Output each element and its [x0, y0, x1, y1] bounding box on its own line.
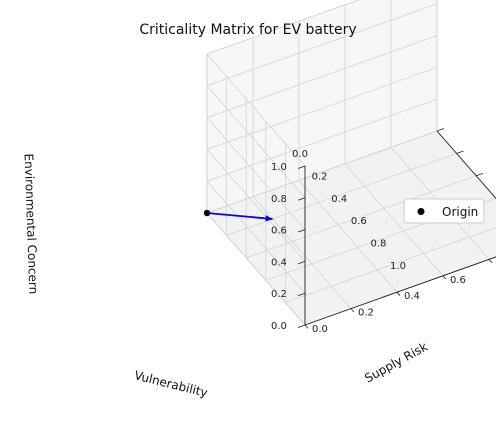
x-tick-label: 0.0: [292, 149, 308, 160]
y-tick-mark: [396, 291, 401, 296]
z-tick-label: 0.8: [271, 194, 287, 205]
legend-label-origin: Origin: [442, 205, 478, 219]
y-axis-line: [304, 256, 496, 326]
gridline-left-z: [206, 149, 306, 262]
z-tick-label: 0.2: [271, 289, 287, 300]
legend-box: [403, 198, 485, 224]
gridline-left-z: [206, 212, 306, 326]
z-tick-mark: [297, 261, 306, 265]
gridline-left-z: [206, 117, 306, 230]
y-tick-label: 0.2: [358, 308, 374, 319]
legend-marker-dot: [417, 208, 425, 215]
gridline-left-z: [206, 180, 306, 294]
z-tick-label: 0.4: [271, 257, 287, 268]
z-ticks: 0.0 0.2 0.4 0.6 0.8 1.0: [271, 162, 306, 332]
gridline-back-z: [206, 0, 360, 55]
gridline-left-z: [206, 85, 306, 199]
data-point-origin: [203, 209, 211, 217]
z-tick-mark: [297, 292, 306, 297]
z-tick-label: 1.0: [271, 162, 287, 173]
y-axis-label: Supply Risk: [362, 339, 430, 385]
y-tick-mark: [442, 275, 447, 280]
z-tick-mark: [297, 229, 306, 233]
gridline-back-z: [206, 130, 438, 214]
x-tick-mark: [456, 150, 464, 154]
z-tick-mark: [297, 165, 306, 169]
data-marks: [203, 209, 273, 222]
gridline-floor-x: [285, 227, 496, 303]
z-tick-label: 0.6: [271, 226, 287, 237]
gridlines: [206, 0, 496, 326]
z-axis-label: Environmental Concern: [22, 153, 41, 294]
x-tick-label: 0.8: [370, 239, 386, 250]
gridline-left-z: [206, 53, 306, 167]
gridline-back-z: [206, 35, 438, 118]
vector-line: [206, 212, 273, 220]
vector-arrowhead: [265, 215, 273, 222]
y-ticks: 0.00.20.40.60.81.0: [304, 259, 493, 335]
gridline-floor-x: [226, 153, 457, 236]
x-ticks: 0.0 0.2 0.4 0.6 0.8 1.0: [292, 128, 496, 272]
z-tick-mark: [297, 197, 306, 201]
x-tick-label: 0.2: [312, 171, 328, 182]
z-tick-mark: [297, 324, 306, 328]
y-tick-label: 0.4: [404, 291, 420, 302]
x-tick-mark: [436, 128, 445, 132]
y-tick-mark: [488, 259, 493, 264]
x-tick-mark: [476, 172, 484, 177]
legend: Origin: [403, 198, 485, 224]
x-tick-label: 0.6: [351, 216, 367, 227]
chart-title: Criticality Matrix for EV battery: [139, 22, 356, 38]
x-axis-line: [436, 130, 496, 200]
x-tick-label: 0.4: [331, 194, 347, 205]
gridline-back-z: [206, 67, 438, 150]
x-tick-label: 1.0: [390, 261, 406, 272]
gridline-floor-y: [344, 163, 444, 277]
y-tick-mark: [350, 308, 355, 313]
gridline-back-z: [206, 98, 438, 182]
gridline-back-z: [206, 3, 438, 87]
y-tick-label: 0.0: [312, 324, 328, 335]
gridline-floor-y: [252, 196, 352, 309]
gridline-floor-y: [298, 179, 398, 293]
y-tick-label: 0.6: [450, 275, 466, 286]
gridline-floor-x: [246, 175, 477, 259]
y-tick-mark: [304, 324, 309, 329]
z-tick-label: 0.0: [271, 321, 287, 332]
axis-lines: [304, 130, 496, 326]
x-axis-label: Vulnerability: [133, 368, 209, 400]
